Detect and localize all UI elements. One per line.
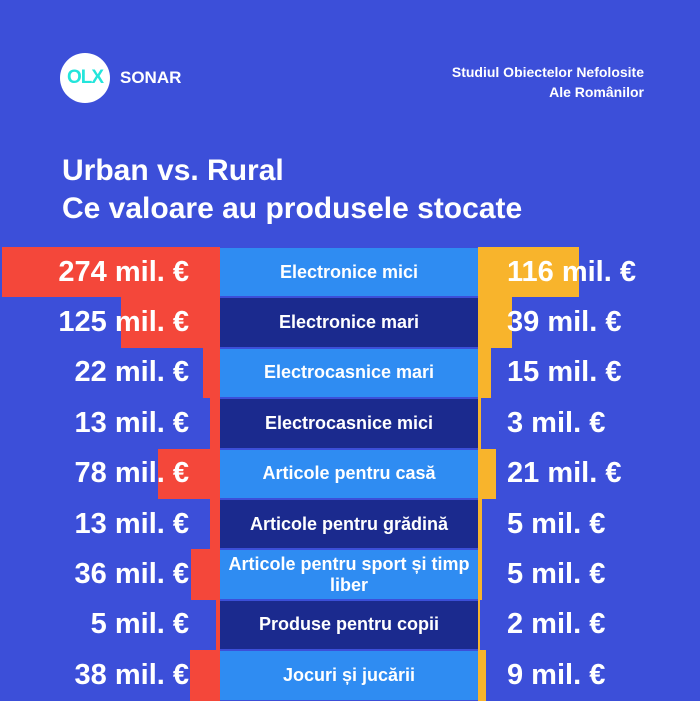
- bar: [209, 398, 220, 449]
- bar: [202, 347, 220, 399]
- category-label: Articole pentru sport și timp liber: [220, 550, 478, 599]
- category-label: Articole pentru casă: [220, 449, 478, 498]
- value-label: 116 mil. €: [507, 255, 636, 288]
- value-label: 274 mil. €: [58, 255, 189, 288]
- bar: [478, 297, 512, 348]
- category-label: Electronice mici: [220, 248, 478, 297]
- value-label: 13 mil. €: [74, 406, 189, 439]
- value-label: 15 mil. €: [507, 356, 622, 389]
- bar: [478, 247, 579, 298]
- category-label: Electrocasnice mici: [220, 399, 478, 448]
- bar: [478, 448, 497, 499]
- chart-subtitle: Ce valoare au produsele stocate: [62, 192, 523, 225]
- title-block: Urban vs. Rural Ce valoare au produsele …: [62, 152, 522, 228]
- value-label: 21 mil. €: [507, 457, 622, 490]
- brand: SONAR: [120, 68, 182, 87]
- bar: [209, 499, 220, 550]
- study-line: Ale Românilor: [549, 84, 644, 100]
- bar: [157, 448, 220, 499]
- bar: [189, 650, 220, 701]
- category-label: Electronice mari: [220, 298, 478, 347]
- value-label: 3 mil. €: [507, 406, 606, 439]
- study-title: Studiul Obiectelor Nefolosite Ale Români…: [452, 62, 644, 102]
- bar: [478, 347, 492, 399]
- logo: OLX: [60, 53, 110, 103]
- bar: [478, 398, 481, 449]
- value-label: 78 mil. €: [74, 457, 189, 490]
- category-label: Articole pentru grădină: [220, 500, 478, 549]
- study-line: Studiul Obiectelor Nefolosite: [451, 64, 644, 80]
- bar: [478, 650, 486, 701]
- value-label: 38 mil. €: [74, 658, 189, 691]
- category-label: Jocuri și jucării: [220, 651, 478, 700]
- value-label: 5 mil. €: [90, 608, 189, 641]
- bar: [478, 499, 483, 550]
- value-label: 39 mil. €: [507, 306, 622, 339]
- bar: [216, 599, 220, 651]
- value-label: 13 mil. €: [74, 507, 189, 540]
- bar: [478, 549, 483, 600]
- value-label: 125 mil. €: [58, 306, 189, 339]
- value-label: 36 mil. €: [74, 558, 189, 591]
- bar: [2, 247, 220, 298]
- value-label: 5 mil. €: [507, 558, 606, 591]
- value-label: 9 mil. €: [507, 658, 606, 691]
- chart-title: Urban vs. Rural: [62, 154, 284, 187]
- value-label: 5 mil. €: [507, 507, 606, 540]
- bar: [478, 599, 480, 651]
- value-label: 2 mil. €: [507, 608, 606, 641]
- category-label: Electrocasnice mari: [220, 348, 478, 398]
- bar: [191, 549, 220, 600]
- bar: [120, 297, 220, 348]
- category-label: Produse pentru copii: [220, 600, 478, 650]
- value-label: 22 mil. €: [74, 356, 189, 389]
